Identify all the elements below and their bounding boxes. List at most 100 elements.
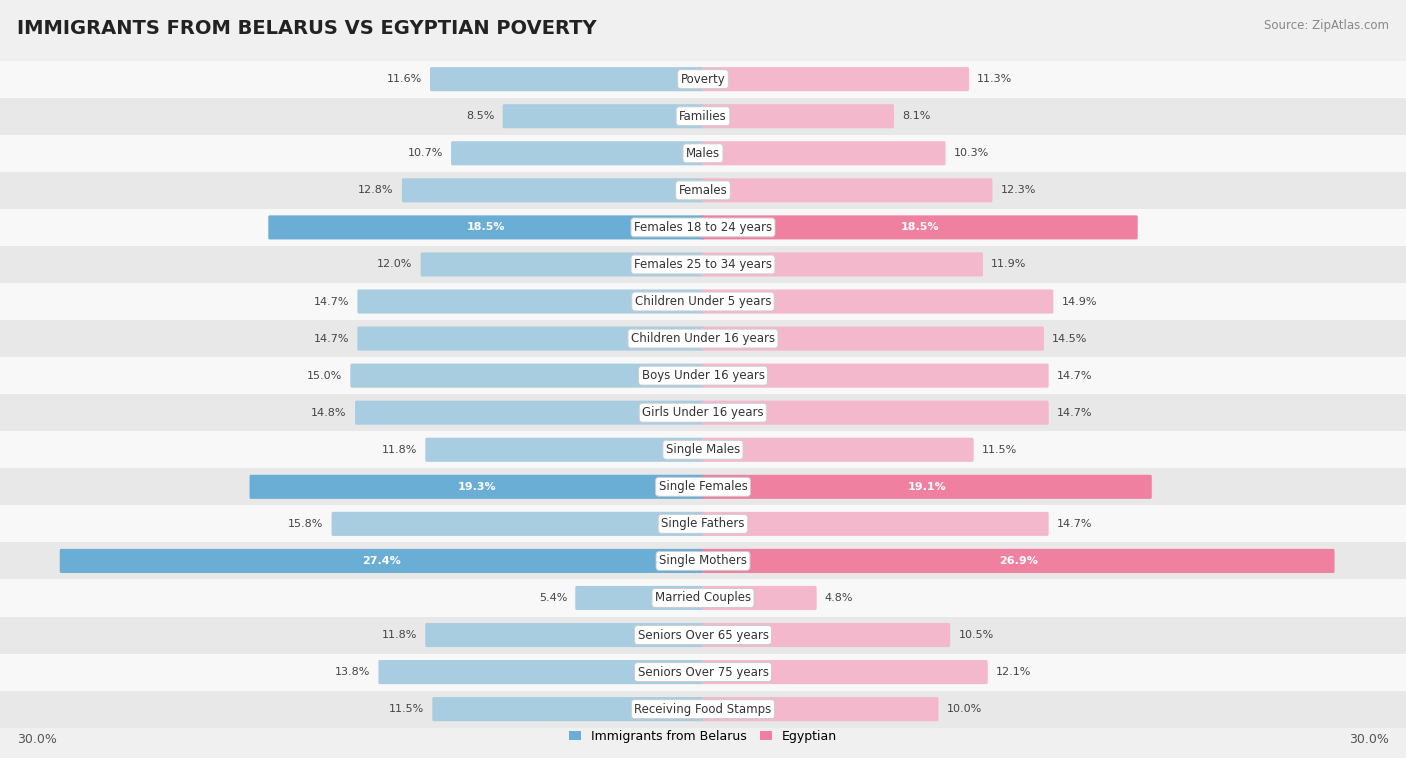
Text: 14.7%: 14.7%	[1057, 519, 1092, 529]
Text: 10.5%: 10.5%	[959, 630, 994, 640]
FancyBboxPatch shape	[702, 104, 894, 128]
Bar	[0, 98, 1406, 135]
Text: 8.5%: 8.5%	[465, 111, 495, 121]
Text: Single Fathers: Single Fathers	[661, 518, 745, 531]
Bar	[0, 468, 1406, 506]
FancyBboxPatch shape	[425, 623, 704, 647]
Text: 12.3%: 12.3%	[1001, 186, 1036, 196]
Text: 14.7%: 14.7%	[314, 296, 349, 306]
Bar	[0, 357, 1406, 394]
Text: 11.5%: 11.5%	[389, 704, 425, 714]
Text: Girls Under 16 years: Girls Under 16 years	[643, 406, 763, 419]
Bar	[0, 394, 1406, 431]
Text: 30.0%: 30.0%	[17, 732, 56, 746]
Bar	[0, 61, 1406, 98]
FancyBboxPatch shape	[59, 549, 704, 573]
Text: 10.0%: 10.0%	[946, 704, 981, 714]
Text: 14.7%: 14.7%	[1057, 408, 1092, 418]
Text: Married Couples: Married Couples	[655, 591, 751, 604]
Bar	[0, 172, 1406, 209]
FancyBboxPatch shape	[702, 437, 973, 462]
FancyBboxPatch shape	[702, 215, 1137, 240]
Text: Receiving Food Stamps: Receiving Food Stamps	[634, 703, 772, 716]
Text: 5.4%: 5.4%	[538, 593, 567, 603]
FancyBboxPatch shape	[702, 623, 950, 647]
FancyBboxPatch shape	[378, 660, 704, 684]
Text: Single Mothers: Single Mothers	[659, 554, 747, 568]
Text: 10.3%: 10.3%	[953, 149, 988, 158]
Text: 13.8%: 13.8%	[335, 667, 370, 677]
FancyBboxPatch shape	[350, 364, 704, 387]
FancyBboxPatch shape	[575, 586, 704, 610]
Text: 11.9%: 11.9%	[991, 259, 1026, 269]
Text: 30.0%: 30.0%	[1350, 732, 1389, 746]
Text: 4.8%: 4.8%	[825, 593, 853, 603]
Bar	[0, 579, 1406, 616]
Text: Source: ZipAtlas.com: Source: ZipAtlas.com	[1264, 19, 1389, 32]
FancyBboxPatch shape	[269, 215, 704, 240]
Text: 18.5%: 18.5%	[467, 222, 506, 233]
FancyBboxPatch shape	[702, 327, 1043, 351]
FancyBboxPatch shape	[702, 401, 1049, 424]
Text: 11.5%: 11.5%	[981, 445, 1017, 455]
FancyBboxPatch shape	[451, 141, 704, 165]
FancyBboxPatch shape	[702, 178, 993, 202]
Text: 14.7%: 14.7%	[314, 334, 349, 343]
Bar	[0, 320, 1406, 357]
Text: 19.3%: 19.3%	[457, 482, 496, 492]
FancyBboxPatch shape	[249, 475, 704, 499]
Text: Children Under 5 years: Children Under 5 years	[634, 295, 772, 308]
Text: Families: Families	[679, 110, 727, 123]
Legend: Immigrants from Belarus, Egyptian: Immigrants from Belarus, Egyptian	[564, 725, 842, 748]
Text: 11.3%: 11.3%	[977, 74, 1012, 84]
FancyBboxPatch shape	[357, 290, 704, 314]
Bar	[0, 506, 1406, 543]
Text: Females 25 to 34 years: Females 25 to 34 years	[634, 258, 772, 271]
Text: Single Males: Single Males	[666, 443, 740, 456]
Bar	[0, 209, 1406, 246]
Text: 10.7%: 10.7%	[408, 149, 443, 158]
FancyBboxPatch shape	[702, 512, 1049, 536]
Text: Females 18 to 24 years: Females 18 to 24 years	[634, 221, 772, 234]
Text: 12.0%: 12.0%	[377, 259, 412, 269]
FancyBboxPatch shape	[402, 178, 704, 202]
Bar	[0, 653, 1406, 691]
FancyBboxPatch shape	[702, 252, 983, 277]
Text: 14.8%: 14.8%	[311, 408, 347, 418]
FancyBboxPatch shape	[702, 475, 1152, 499]
Text: 11.6%: 11.6%	[387, 74, 422, 84]
FancyBboxPatch shape	[357, 327, 704, 351]
Text: 11.8%: 11.8%	[382, 445, 418, 455]
FancyBboxPatch shape	[420, 252, 704, 277]
FancyBboxPatch shape	[503, 104, 704, 128]
Text: 14.5%: 14.5%	[1052, 334, 1087, 343]
Bar	[0, 135, 1406, 172]
FancyBboxPatch shape	[702, 586, 817, 610]
Text: Seniors Over 75 years: Seniors Over 75 years	[637, 666, 769, 678]
FancyBboxPatch shape	[702, 660, 987, 684]
Text: 8.1%: 8.1%	[903, 111, 931, 121]
Text: 27.4%: 27.4%	[363, 556, 401, 566]
Text: 15.0%: 15.0%	[307, 371, 342, 381]
FancyBboxPatch shape	[702, 549, 1334, 573]
FancyBboxPatch shape	[702, 290, 1053, 314]
FancyBboxPatch shape	[425, 437, 704, 462]
FancyBboxPatch shape	[433, 697, 704, 721]
Text: 18.5%: 18.5%	[900, 222, 939, 233]
Text: Children Under 16 years: Children Under 16 years	[631, 332, 775, 345]
FancyBboxPatch shape	[702, 364, 1049, 387]
Text: IMMIGRANTS FROM BELARUS VS EGYPTIAN POVERTY: IMMIGRANTS FROM BELARUS VS EGYPTIAN POVE…	[17, 19, 596, 38]
FancyBboxPatch shape	[354, 401, 704, 424]
Text: Boys Under 16 years: Boys Under 16 years	[641, 369, 765, 382]
Text: Females: Females	[679, 184, 727, 197]
Bar	[0, 431, 1406, 468]
Bar	[0, 616, 1406, 653]
Text: 19.1%: 19.1%	[907, 482, 946, 492]
Text: Seniors Over 65 years: Seniors Over 65 years	[637, 628, 769, 641]
Text: Poverty: Poverty	[681, 73, 725, 86]
FancyBboxPatch shape	[430, 67, 704, 91]
Bar	[0, 543, 1406, 579]
Text: 26.9%: 26.9%	[998, 556, 1038, 566]
FancyBboxPatch shape	[702, 697, 939, 721]
Text: 15.8%: 15.8%	[288, 519, 323, 529]
